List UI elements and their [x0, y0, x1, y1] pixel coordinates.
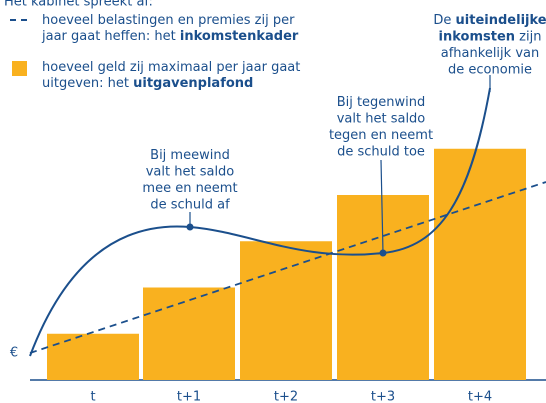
legend-label-text: hoeveel geld zij maximaal per jaar gaat	[42, 60, 300, 75]
annotation: De uiteindelijke	[433, 13, 546, 28]
annotation-text: de schuld af	[150, 197, 230, 212]
annotation: Bij tegenwind	[337, 95, 426, 110]
annotation: valt het saldo	[146, 164, 235, 179]
y-axis-label: €	[10, 346, 18, 361]
annotation-text: de economie	[448, 62, 532, 77]
annotation: afhankelijk van	[441, 46, 539, 61]
intro: Het kabinet spreekt af:	[4, 0, 153, 10]
legend-label-text: uitgeven: het	[42, 76, 133, 91]
legend-label-text: jaar gaat heffen: het	[41, 29, 180, 44]
bar	[143, 287, 235, 380]
annotation: de schuld af	[150, 197, 230, 212]
legend-label: jaar gaat heffen: het inkomstenkader	[41, 29, 299, 44]
point	[379, 249, 387, 257]
x-tick-label: t+3	[371, 390, 395, 403]
bar	[47, 333, 139, 380]
annotation: inkomsten zijn	[439, 29, 542, 44]
income-frame-line	[29, 181, 546, 354]
x-tick-label: t+1	[177, 390, 201, 403]
legend-label-text: hoeveel belastingen en premies zij per	[42, 13, 295, 28]
annotation-text: valt het saldo	[146, 164, 235, 179]
legend-label: hoeveel belastingen en premies zij per	[42, 13, 295, 28]
x-tick-label: t+2	[274, 390, 298, 403]
legend-label: uitgeven: het uitgavenplafond	[42, 76, 253, 91]
legend-label-bold: inkomstenkader	[180, 29, 299, 44]
x-tick-label: t	[90, 390, 95, 403]
annotation: tegen en neemt	[329, 128, 433, 143]
legend-swatch	[12, 61, 27, 76]
annotation: Bij meewind	[150, 148, 230, 163]
annotation-text: De	[433, 13, 455, 28]
annotation: mee en neemt	[142, 181, 237, 196]
annotation-text: mee en neemt	[142, 181, 237, 196]
annotation-text: afhankelijk van	[441, 46, 539, 61]
annotation-text: valt het saldo	[337, 111, 426, 126]
annotation-bold: uiteindelijke	[456, 13, 546, 28]
annotation: de schuld toe	[337, 144, 425, 159]
annotation: de economie	[448, 62, 532, 77]
annotation-text: zijn	[515, 29, 541, 44]
annotation: valt het saldo	[337, 111, 426, 126]
legend-label: hoeveel geld zij maximaal per jaar gaat	[42, 60, 300, 75]
point	[186, 223, 194, 231]
annotation-text: Bij meewind	[150, 148, 230, 163]
legend-label-bold: uitgavenplafond	[133, 76, 253, 91]
annotation-text: de schuld toe	[337, 144, 425, 159]
x-tick-label: t+4	[468, 390, 492, 403]
connector	[380, 159, 384, 254]
annotation-text: tegen en neemt	[329, 128, 433, 143]
annotation-text: Bij tegenwind	[337, 95, 426, 110]
annotation-bold: inkomsten	[439, 29, 516, 44]
bar	[434, 148, 526, 380]
bar	[240, 241, 332, 380]
bar	[337, 195, 429, 380]
economy-curve	[29, 87, 491, 357]
